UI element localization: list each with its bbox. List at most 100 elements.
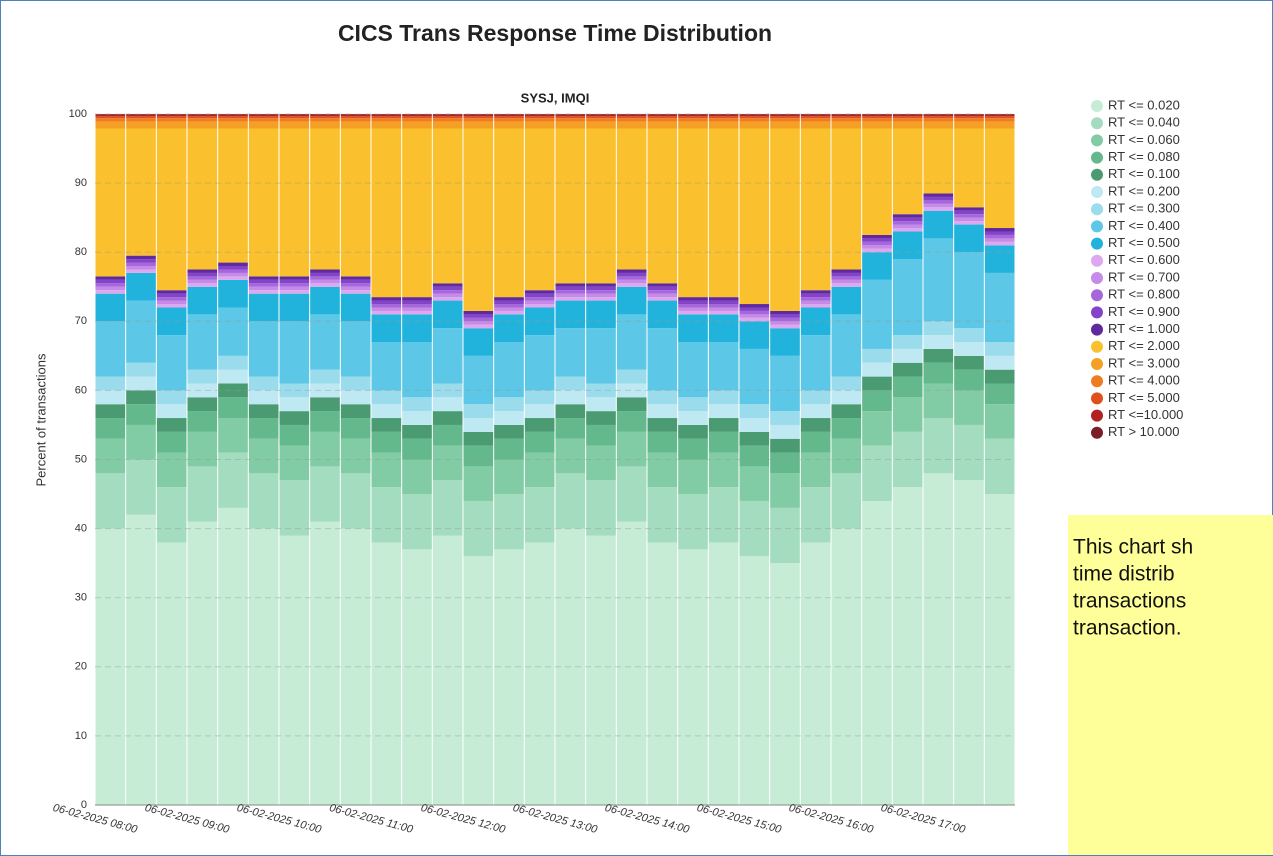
- bar-segment: [954, 128, 984, 208]
- bar-segment: [739, 431, 770, 446]
- bar-segment: [524, 300, 555, 305]
- bar-segment: [95, 114, 126, 117]
- y-tick-label: 100: [69, 108, 87, 120]
- bar-segment: [402, 116, 432, 119]
- bar-segment: [494, 342, 524, 398]
- bar-segment: [463, 114, 494, 117]
- bar-segment: [95, 118, 126, 122]
- legend-marker: [1091, 100, 1103, 112]
- bar-segment: [923, 128, 954, 194]
- bar-segment: [586, 411, 616, 425]
- bar-segment: [555, 390, 586, 405]
- chart-subtitle: SYSJ, IMQI: [521, 90, 590, 105]
- bar-segment: [432, 116, 463, 119]
- bar-segment: [923, 193, 954, 197]
- bar-segment: [187, 128, 218, 270]
- bar-segment: [218, 383, 248, 398]
- bar-segment: [310, 276, 340, 280]
- bar-segment: [616, 383, 647, 398]
- bar-segment: [862, 114, 892, 117]
- bar-segment: [616, 116, 647, 119]
- bar-segment: [923, 118, 954, 122]
- bar-segment: [95, 283, 126, 287]
- bar-segment: [402, 300, 432, 305]
- bar-segment: [494, 424, 524, 439]
- bar-segment: [954, 217, 984, 222]
- bar-segment: [463, 321, 494, 325]
- legend-marker: [1091, 426, 1103, 439]
- bar-segment: [187, 383, 218, 398]
- bar-segment: [586, 286, 616, 291]
- legend-marker: [1091, 254, 1103, 267]
- bar-segment: [831, 438, 862, 474]
- bar-segment: [586, 535, 616, 805]
- bar-segment: [279, 535, 310, 805]
- bar-segment: [156, 542, 187, 805]
- bar-segment: [402, 411, 432, 425]
- bar-segment: [800, 121, 831, 129]
- bar-segment: [463, 116, 494, 119]
- bar-segment: [800, 297, 831, 301]
- bar-segment: [524, 418, 555, 432]
- bar-segment: [892, 121, 923, 129]
- bar-segment: [187, 269, 218, 273]
- bar-segment: [586, 300, 616, 329]
- bar-segment: [862, 234, 892, 239]
- bar-segment: [432, 424, 463, 446]
- bar-segment: [770, 473, 800, 508]
- bar-segment: [984, 121, 1015, 129]
- bar-segment: [892, 221, 923, 225]
- bar-segment: [555, 114, 586, 115]
- bar-segment: [892, 114, 923, 117]
- bar-segment: [279, 411, 310, 425]
- bar-segment: [340, 438, 371, 474]
- bar-segment: [279, 383, 310, 398]
- bar-segment: [310, 286, 340, 315]
- bar-segment: [555, 114, 586, 117]
- bar-segment: [984, 369, 1015, 384]
- bar-segment: [647, 128, 678, 284]
- legend-marker: [1091, 151, 1103, 164]
- bar-segment: [95, 290, 126, 294]
- bar-segment: [279, 397, 310, 412]
- bar-segment: [310, 272, 340, 277]
- bar-segment: [555, 290, 586, 294]
- bar-segment: [892, 128, 923, 215]
- bar-segment: [739, 304, 770, 308]
- bar-segment: [524, 114, 555, 115]
- bar-segment: [800, 307, 831, 336]
- bar-segment: [831, 404, 862, 419]
- bar-segment: [156, 390, 187, 405]
- bar-segment: [555, 128, 586, 284]
- bar-segment: [555, 118, 586, 122]
- bar-segment: [923, 418, 954, 474]
- bar-segment: [218, 114, 248, 115]
- bar-segment: [371, 128, 402, 298]
- bar-segment: [923, 121, 954, 129]
- bar-segment: [770, 314, 800, 318]
- bar-segment: [248, 286, 279, 291]
- bar-segment: [463, 404, 494, 419]
- bar-segment: [770, 118, 800, 122]
- bar-segment: [984, 494, 1015, 805]
- bar-segment: [586, 293, 616, 298]
- bar-segment: [156, 452, 187, 488]
- bar-segment: [647, 114, 678, 115]
- bar-segment: [616, 411, 647, 432]
- bar-segment: [156, 335, 187, 391]
- bar-segment: [831, 376, 862, 391]
- bar-segment: [340, 321, 371, 377]
- y-tick-label: 40: [75, 523, 87, 535]
- bar-segment: [279, 286, 310, 291]
- bar-segment: [340, 528, 371, 805]
- bar-segment: [218, 279, 248, 308]
- bar-segment: [494, 297, 524, 301]
- bar-segment: [218, 128, 248, 263]
- bar-segment: [862, 245, 892, 249]
- bar-segment: [586, 290, 616, 294]
- bar-segment: [923, 196, 954, 201]
- bar-segment: [647, 418, 678, 432]
- bar-segment: [156, 290, 187, 294]
- bar-segment: [862, 121, 892, 129]
- bar-segment: [862, 128, 892, 235]
